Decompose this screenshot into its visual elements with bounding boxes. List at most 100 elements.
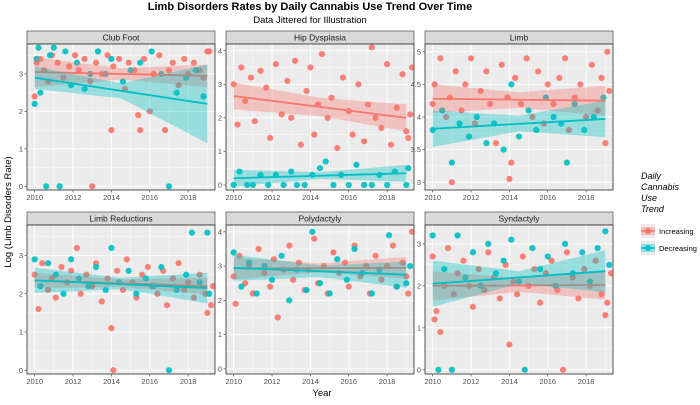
data-point [345,181,352,189]
data-point [403,280,410,287]
data-point [581,126,588,134]
data-point [108,127,115,134]
x-tick-label: 2018 [578,377,595,386]
data-point [139,271,146,278]
legend-title: Trend [641,204,665,214]
data-point [586,278,594,285]
data-point [405,165,412,172]
trend-line [34,71,208,77]
data-point [209,283,215,290]
data-point [328,94,335,101]
facet-strip-label: Polydactyly [299,214,343,224]
data-point [125,59,132,66]
plot-data [31,229,215,374]
data-point [322,158,329,165]
x-tick-label: 2012 [264,377,281,386]
data-point [385,232,393,239]
data-point [316,280,324,287]
data-point [431,316,438,323]
data-point [460,257,467,264]
data-point [110,367,117,374]
data-point [236,168,243,175]
trend-line [432,270,606,285]
facet-strip-label: Syndactyly [498,214,540,224]
data-point [303,286,310,294]
data-point [45,286,52,294]
data-point [389,242,396,249]
data-point [232,300,239,307]
data-point [592,257,599,264]
data-point [257,67,264,74]
data-point [37,89,44,96]
data-point [607,270,613,277]
data-point [361,138,368,145]
data-point [387,141,395,148]
data-point [471,120,478,127]
data-point [293,181,301,189]
data-point [405,290,412,297]
data-point [492,270,500,277]
chart-title: Limb Disorders Rates by Daily Cannabis U… [148,1,472,13]
data-point [334,144,341,152]
data-point [173,286,180,294]
x-tick-label: 2012 [264,193,281,202]
data-point [204,309,211,316]
data-point [247,74,255,81]
data-point [458,107,465,114]
data-point [485,249,492,256]
data-point [598,74,605,81]
data-point [81,85,88,93]
x-tick-label: 2016 [539,193,556,202]
data-point [512,74,519,81]
data-point [35,44,42,51]
data-point [469,249,477,256]
data-point [66,63,73,70]
data-point [114,267,121,274]
data-point [571,100,578,108]
gridlines [425,44,613,190]
data-point [454,270,461,277]
data-point [238,283,245,290]
data-point [162,127,169,134]
panel-border [424,43,614,191]
trend-line [432,118,606,130]
data-point [588,61,595,68]
data-point [119,78,127,85]
y-tick-label: 2 [19,289,23,298]
data-point [181,55,188,63]
data-point [77,290,84,297]
panel-border [424,224,614,375]
data-point [378,276,385,283]
data-point [444,244,452,252]
data-point [60,290,67,297]
data-point [452,68,459,75]
data-point [339,74,347,81]
data-point [206,48,213,55]
data-point [594,107,601,114]
data-point [188,229,196,236]
data-point [50,44,57,51]
y-tick-label: 3 [19,251,23,260]
data-point [600,94,607,101]
data-point [274,314,281,321]
data-point [550,113,557,121]
data-point [249,181,256,189]
y-tick-label: 1 [19,144,23,153]
data-point [508,81,515,88]
y-tick-label: 1 [218,330,222,339]
data-point [35,305,42,313]
data-point [104,52,111,59]
data-point [137,59,144,66]
data-point [154,290,161,297]
data-point [500,257,507,264]
plot-data [429,48,613,186]
data-point [537,265,544,273]
data-point [378,124,385,132]
data-point [353,161,360,168]
data-point [261,269,268,277]
data-point [165,183,173,190]
legend-title: Use [641,193,657,203]
data-point [437,328,444,336]
